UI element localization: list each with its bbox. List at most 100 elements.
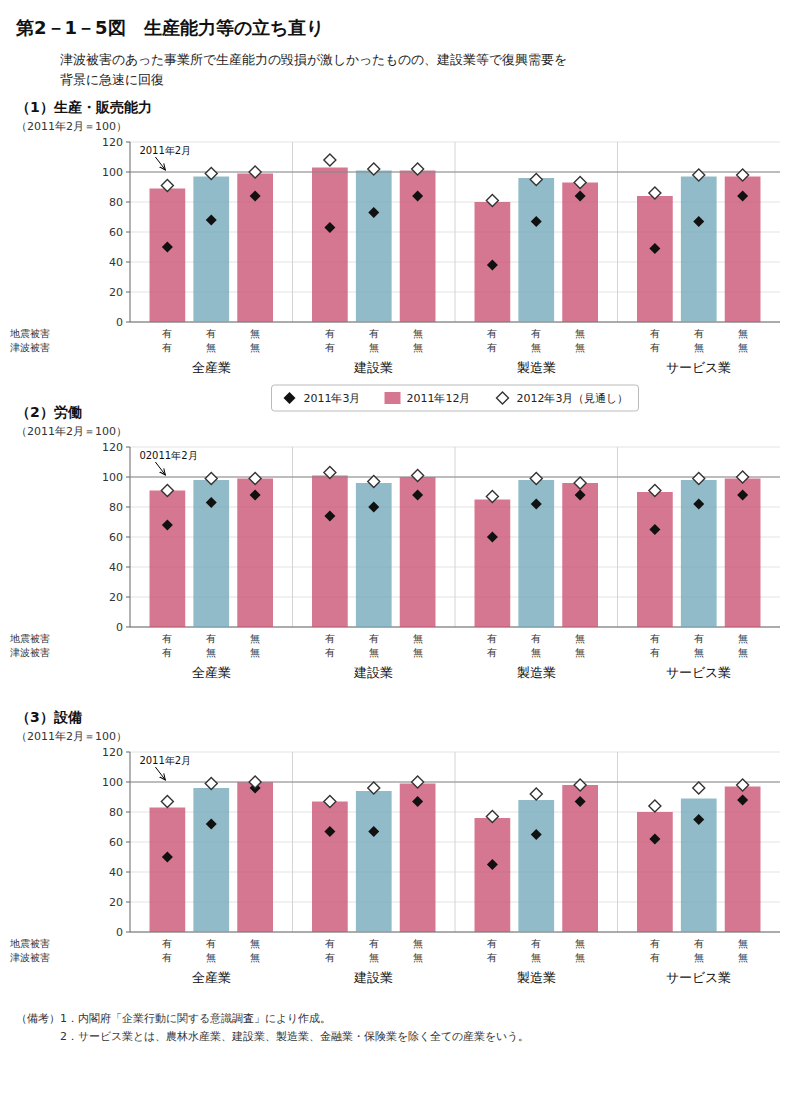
y-axis [130,752,131,932]
bar [518,178,554,322]
diamond-marker [206,819,217,830]
y-tick-label: 120 [102,441,123,454]
y-unit: （2011年2月＝100） [16,120,127,133]
y-tick-label: 80 [109,501,123,514]
subcategory-label: 無 [206,647,216,658]
diamond-marker [250,490,261,501]
group-separator [292,752,293,932]
subcategory-label: 有 [162,328,172,339]
y-tick-label: 100 [102,166,123,179]
diamond-marker [649,187,661,199]
plot-area [130,142,780,322]
reference-line [130,782,780,783]
y-tick [126,812,130,813]
diamond-marker [161,180,173,192]
y-tick [126,262,130,263]
diamond-marker [368,826,379,837]
subcategory-label: 無 [369,342,379,353]
diamond-marker [250,191,261,202]
subtitle: 背景に急速に回復 [60,72,164,87]
subtitle: 津波被害のあった事業所で生産能力の毀損が激しかったものの、建設業等で復興需要を [60,52,567,67]
diamond-marker [324,467,336,479]
category-label: 製造業 [517,970,556,985]
diamond-marker [249,166,261,178]
category-label: サービス業 [666,665,731,680]
diamond-marker [412,163,424,175]
subcategory-label: 無 [531,952,541,963]
bar [475,202,511,322]
subcategory-label: 有 [487,633,497,644]
group-separator [455,752,456,932]
diamond-marker [368,502,379,513]
y-tick-label: 60 [109,531,123,544]
subcategory-label: 無 [250,342,260,353]
bar [681,799,717,933]
bar [518,480,554,627]
subcategory-label: 無 [575,633,585,644]
subcategory-label: 無 [575,647,585,658]
diamond-marker [574,177,586,189]
bar [237,479,273,628]
subcategory-label: 有 [369,633,379,644]
diamond-marker [693,782,705,794]
subcategory-label: 無 [413,633,423,644]
subcategory-label: 無 [369,647,379,658]
group-separator [292,142,293,322]
diamond-marker [368,207,379,218]
bar [356,791,392,932]
subcategory-label: 無 [250,633,260,644]
y-tick [126,752,130,753]
legend-item: 2011年12月 [385,392,471,405]
panel-title: （1）生産・販売能力 [16,99,152,115]
bar [681,480,717,627]
marks [130,467,780,628]
bar [312,168,348,323]
subcategory-label: 有 [206,328,216,339]
subcategory-label: 無 [694,647,704,658]
bar [400,784,436,933]
bar [637,492,673,627]
subcategory-axis-label: 津波被害 [10,647,50,658]
note: 2．サービス業とは、農林水産業、建設業、製造業、金融業・保険業を除く全ての産業を… [16,1030,529,1043]
panel: （2）労働（2011年2月＝100）02040608010012002011年2… [9,404,780,680]
bar [237,782,273,932]
y-tick-label: 40 [109,561,123,574]
subcategory-label: 無 [531,647,541,658]
subcategory-label: 有 [650,633,660,644]
bar [562,183,598,323]
diamond-marker [249,473,261,485]
subcategory-label: 無 [575,342,585,353]
diamond-marker [575,796,586,807]
grid-line [130,172,780,173]
subcategory-label: 無 [575,328,585,339]
diamond-marker [368,476,380,488]
category-label: 全産業 [192,970,231,985]
subcategory-label: 無 [206,342,216,353]
y-tick [126,507,130,508]
y-tick-label: 40 [109,256,123,269]
y-unit: （2011年2月＝100） [16,425,127,438]
category-label: 建設業 [353,970,393,985]
bar [637,812,673,932]
bar [312,476,348,628]
y-tick [126,932,130,933]
annotation-arrow [155,462,165,475]
bar [312,802,348,933]
category-label: 全産業 [192,360,231,375]
category-label: 建設業 [353,665,393,680]
diamond-marker [206,215,217,226]
y-tick-label: 20 [109,286,123,299]
subcategory-label: 有 [162,633,172,644]
y-axis [130,447,131,627]
y-tick-label: 0 [116,316,123,329]
panel: （1）生産・販売能力（2011年2月＝100）02040608010012020… [9,99,780,411]
subcategory-label: 無 [575,938,585,949]
category-label: サービス業 [666,970,731,985]
subcategory-label: 無 [575,952,585,963]
y-tick [126,477,130,478]
note: （備考）1．内閣府「企業行動に関する意識調査」により作成。 [16,1012,331,1025]
bar [356,171,392,323]
subcategory-label: 有 [487,952,497,963]
y-tick [126,627,130,628]
legend-swatch [497,392,509,404]
